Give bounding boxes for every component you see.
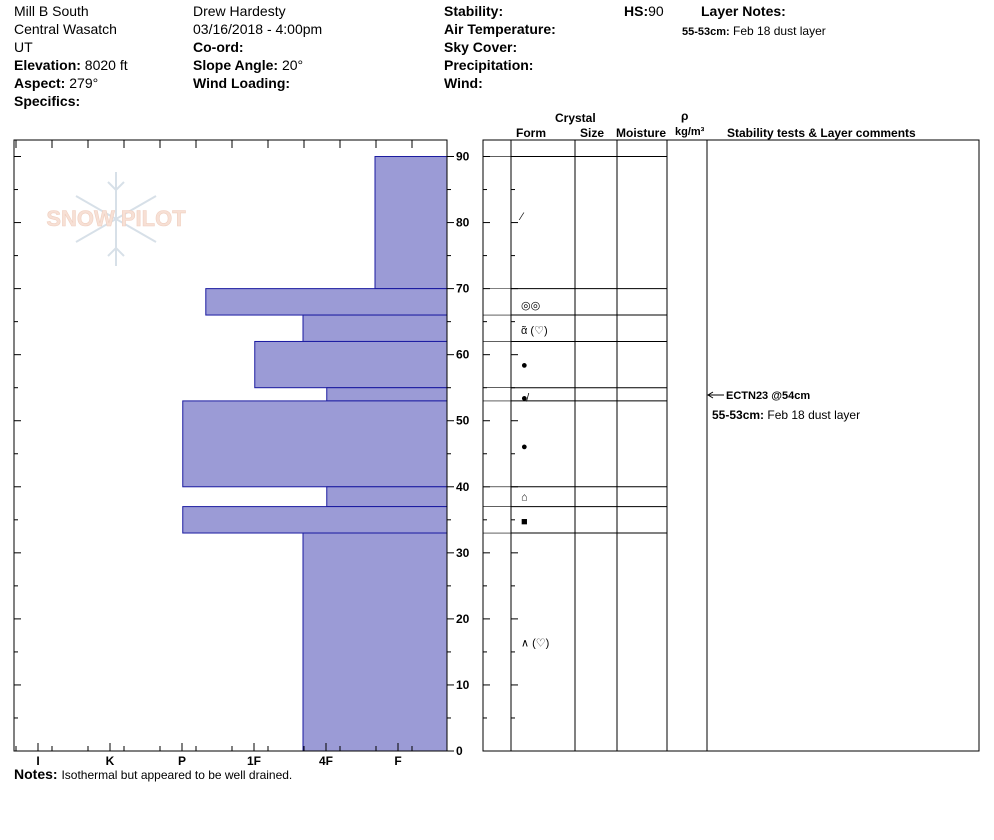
notes-label: Notes:	[14, 766, 58, 782]
hardness-bar-7	[182, 506, 448, 534]
y-tick-label-90: 90	[456, 150, 470, 164]
hardness-bar-4	[326, 387, 448, 402]
form-symbol-0: ⁄	[518, 211, 525, 223]
form-symbols: ⁄ ◎◎ ᾶ (♡) ● ●̸ ● ⌂ ■ ∧ (♡)	[518, 211, 549, 650]
observation-datetime: 03/16/2018 - 4:00pm	[193, 21, 323, 37]
y-tick-label-0: 0	[456, 744, 463, 758]
wind-label: Wind:	[444, 75, 483, 91]
precipitation-label: Precipitation:	[444, 57, 534, 73]
hardness-bar-6	[326, 486, 448, 508]
moisture-header: Moisture	[616, 126, 667, 140]
sky-cover-label: Sky Cover:	[444, 39, 518, 55]
chart-frame	[13, 139, 448, 752]
snowpilot-logo: SNOW PILOT	[46, 172, 187, 266]
hs-value: 90	[648, 3, 664, 19]
y-tick-label-50: 50	[456, 414, 470, 428]
x-tick-label-1: K	[106, 754, 115, 768]
hardness-bar-1	[205, 288, 448, 316]
x-tick-label-0: I	[36, 754, 39, 768]
stability-comments-header: Stability tests & Layer comments	[727, 126, 916, 140]
density-unit-header: kg/m³	[675, 126, 705, 138]
y-tick-label-40: 40	[456, 480, 470, 494]
hs-label: HS:	[624, 3, 649, 19]
slope-label: Slope Angle:	[193, 57, 279, 73]
form-symbol-8: ∧ (♡)	[521, 638, 549, 650]
hardness-bar-3	[254, 340, 448, 389]
y-tick-label-70: 70	[456, 282, 470, 296]
specifics-label: Specifics:	[14, 93, 81, 109]
y-tick-label-80: 80	[456, 216, 470, 230]
location-name: Mill B South	[14, 3, 89, 19]
stability-test-result: ECTN23 @54cm	[726, 390, 811, 402]
x-axis: I K P 1F 4F F	[15, 140, 413, 768]
aspect-value: 279°	[69, 75, 99, 91]
x-tick-label-3: 1F	[247, 754, 261, 768]
x-tick-label-2: P	[178, 754, 186, 768]
slope-value: 20°	[281, 57, 304, 73]
wind-loading-label: Wind Loading:	[193, 75, 291, 91]
observer-name: Drew Hardesty	[193, 3, 286, 19]
layer-lines	[483, 156, 667, 534]
layer-note-range: 55-53cm:	[682, 26, 730, 38]
coord-label: Co-ord:	[193, 39, 244, 55]
layer-comment: 55-53cm: Feb 18 dust layer	[712, 407, 860, 424]
y-tick-label-10: 10	[456, 678, 470, 692]
snowflake-icon	[75, 172, 157, 266]
hs: HS:90	[624, 3, 664, 20]
elevation-value: 8020 ft	[84, 57, 128, 73]
hardness-bar-0	[374, 156, 448, 290]
slope-angle: Slope Angle: 20°	[193, 57, 303, 74]
y-tick-label-20: 20	[456, 612, 470, 626]
aspect-label: Aspect:	[14, 75, 66, 91]
form-symbol-4: ●̸	[521, 393, 530, 405]
notes-text: Isothermal but appeared to be well drain…	[61, 768, 293, 782]
layer-notes-label: Layer Notes:	[701, 3, 786, 19]
form-symbol-2: ᾶ (♡)	[521, 325, 548, 337]
rho-header: ρ	[681, 109, 689, 123]
x-tick-label-5: F	[394, 754, 401, 768]
form-symbol-6: ⌂	[521, 492, 528, 504]
x-tick-label-4: 4F	[319, 754, 333, 768]
form-symbol-5: ●	[521, 441, 528, 453]
elevation: Elevation: 8020 ft	[14, 57, 128, 74]
crystal-header: Crystal	[555, 111, 596, 125]
form-header: Form	[516, 126, 546, 140]
range-name: Central Wasatch	[14, 21, 117, 37]
layer-comment-text: Feb 18 dust layer	[767, 408, 861, 422]
elevation-label: Elevation:	[14, 57, 81, 73]
hardness-bar-5	[182, 400, 448, 488]
y-tick-label-60: 60	[456, 348, 470, 362]
stratigraphy-frame	[482, 139, 980, 752]
hardness-bar-2	[302, 314, 448, 342]
form-symbol-1: ◎◎	[521, 300, 540, 312]
hardness-bar-8	[302, 532, 448, 752]
notes: Notes: Isothermal but appeared to be wel…	[14, 766, 292, 784]
y-tick-label-30: 30	[456, 546, 470, 560]
state-name: UT	[14, 39, 33, 55]
layer-note-text: Feb 18 dust layer	[733, 24, 826, 38]
stability-label: Stability:	[444, 3, 504, 19]
hardness-bars	[182, 156, 448, 752]
stability-test-marker	[707, 391, 724, 399]
layer-comment-range: 55-53cm:	[712, 408, 765, 422]
layer-note: 55-53cm: Feb 18 dust layer	[682, 23, 826, 41]
size-header: Size	[580, 126, 605, 140]
form-symbol-7: ■	[521, 516, 528, 528]
form-symbol-3: ●	[521, 360, 528, 372]
air-temp-label: Air Temperature:	[444, 21, 556, 37]
y-axis: 0 10 20 30 40 50 60 70 80 90	[14, 150, 518, 758]
logo-text: SNOW PILOT	[46, 206, 186, 231]
aspect: Aspect: 279°	[14, 75, 98, 92]
